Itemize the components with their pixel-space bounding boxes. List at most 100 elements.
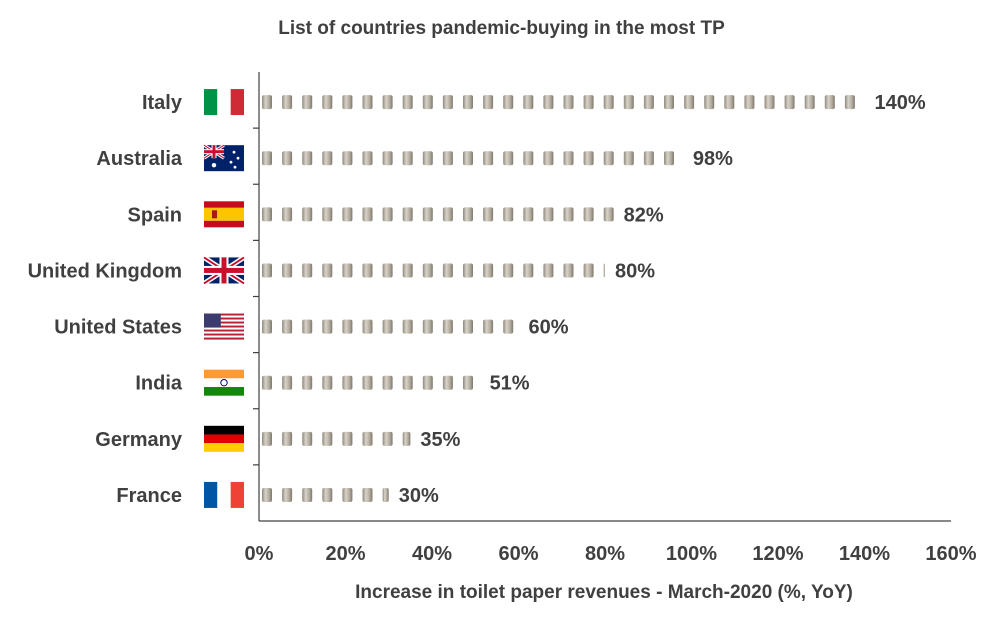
value-label: 80% (615, 260, 655, 282)
australia-flag-icon (203, 143, 244, 172)
bar (262, 487, 389, 502)
roll-mark (543, 263, 554, 278)
roll-mark (483, 151, 494, 166)
roll-mark (262, 431, 272, 446)
roll-mark (483, 263, 494, 278)
roll-mark (402, 431, 411, 446)
bar (262, 375, 473, 390)
roll-mark (282, 263, 293, 278)
roll-mark (523, 263, 534, 278)
roll-mark (322, 263, 333, 278)
roll-mark (623, 151, 634, 166)
roll-mark (523, 95, 534, 110)
roll-mark (442, 95, 453, 110)
value-label: 51% (490, 373, 530, 395)
roll-mark (382, 431, 393, 446)
roll-mark (503, 263, 514, 278)
roll-mark (483, 319, 494, 334)
roll-mark (784, 95, 795, 110)
roll-mark (302, 487, 313, 502)
roll-mark (322, 431, 333, 446)
x-tick-label: 60% (498, 543, 538, 565)
roll-mark (402, 319, 413, 334)
germany-flag-icon (204, 425, 244, 452)
roll-mark (643, 151, 654, 166)
x-tick-label: 160% (925, 543, 976, 565)
roll-mark (302, 151, 313, 166)
roll-mark (563, 95, 574, 110)
roll-mark (282, 151, 293, 166)
roll-mark (503, 151, 514, 166)
roll-mark (262, 95, 272, 110)
value-label: 35% (420, 429, 460, 451)
x-tick-label: 80% (585, 543, 625, 565)
roll-mark (503, 207, 514, 222)
roll-mark (523, 207, 534, 222)
roll-mark (583, 263, 594, 278)
roll-mark (322, 375, 333, 390)
roll-mark (442, 375, 453, 390)
roll-mark (623, 95, 634, 110)
roll-mark (442, 151, 453, 166)
roll-mark (583, 207, 594, 222)
roll-mark (262, 375, 272, 390)
roll-mark (342, 319, 353, 334)
roll-mark (804, 95, 815, 110)
roll-mark (322, 319, 333, 334)
category-label: Italy (142, 92, 183, 114)
roll-mark (442, 319, 453, 334)
india-flag-icon (204, 369, 244, 396)
roll-mark (382, 263, 393, 278)
roll-mark (402, 263, 413, 278)
bar-row: Germany 35% (95, 425, 461, 452)
roll-mark (302, 207, 313, 222)
roll-mark (603, 263, 605, 278)
roll-mark (463, 151, 473, 166)
roll-mark (322, 95, 333, 110)
roll-mark (463, 375, 473, 390)
roll-mark (442, 207, 453, 222)
roll-mark (503, 319, 514, 334)
category-label: India (135, 373, 183, 395)
roll-mark (603, 151, 614, 166)
roll-mark (463, 95, 473, 110)
roll-mark (342, 207, 353, 222)
roll-mark (282, 95, 293, 110)
roll-mark (302, 375, 313, 390)
roll-mark (724, 95, 735, 110)
chart-title: List of countries pandemic-buying in the… (278, 18, 725, 39)
roll-mark (302, 263, 313, 278)
roll-mark (664, 95, 674, 110)
roll-mark (302, 319, 313, 334)
bar-row: Australia 98% (96, 143, 733, 172)
usa-flag-icon (204, 313, 244, 340)
bar (262, 207, 614, 222)
roll-mark (463, 319, 473, 334)
roll-mark (282, 431, 293, 446)
category-label: France (116, 485, 182, 507)
roll-mark (382, 319, 393, 334)
roll-mark (664, 151, 674, 166)
roll-mark (282, 319, 293, 334)
roll-mark (282, 207, 293, 222)
category-label: Australia (96, 148, 182, 170)
x-tick-label: 120% (752, 543, 803, 565)
roll-mark (543, 95, 554, 110)
italy-flag-icon (204, 89, 244, 116)
roll-mark (362, 151, 373, 166)
roll-mark (844, 95, 855, 110)
roll-mark (342, 487, 353, 502)
roll-mark (362, 207, 373, 222)
roll-mark (382, 375, 393, 390)
roll-mark (282, 487, 293, 502)
roll-mark (282, 375, 293, 390)
roll-mark (362, 431, 373, 446)
roll-mark (704, 95, 715, 110)
roll-mark (382, 151, 393, 166)
roll-mark (744, 95, 755, 110)
roll-mark (442, 263, 453, 278)
roll-mark (422, 319, 433, 334)
roll-mark (382, 95, 393, 110)
roll-mark (302, 95, 313, 110)
